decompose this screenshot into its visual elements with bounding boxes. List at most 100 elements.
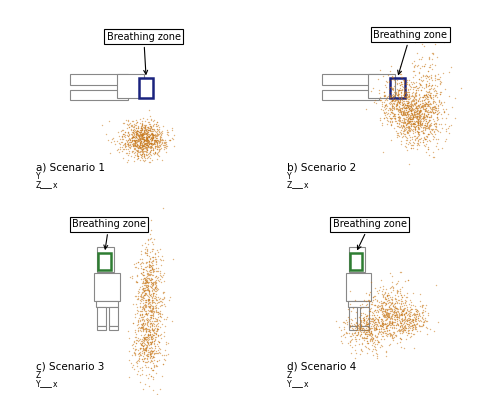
Point [414,121,422,128]
Point [150,328,158,335]
Point [159,142,167,148]
Point [150,126,158,133]
Point [140,304,148,310]
Point [124,130,132,136]
Point [154,308,162,315]
Point [140,145,148,151]
Point [148,132,156,138]
Point [142,137,150,143]
Point [399,110,407,116]
Point [399,300,407,306]
Point [404,307,411,313]
Point [143,136,151,142]
Point [386,284,394,290]
Point [148,145,156,151]
Point [386,115,394,122]
Point [149,267,157,273]
Point [147,131,155,137]
Point [414,119,422,126]
Point [148,353,156,359]
Point [380,314,388,320]
Point [408,122,416,129]
Point [415,136,423,142]
Bar [348,307,357,326]
Point [406,307,414,314]
Point [344,318,352,325]
Point [384,307,392,313]
Point [394,80,402,86]
Point [414,311,422,317]
Point [450,95,458,101]
Point [135,137,143,143]
Point [140,335,148,341]
Point [388,96,396,103]
Point [136,127,143,133]
Point [160,278,168,285]
Point [139,345,147,352]
Point [405,127,413,133]
Point [374,303,382,309]
Point [404,118,412,124]
Point [408,93,416,99]
Point [384,289,392,296]
Point [375,303,383,309]
Point [162,341,170,347]
Point [150,150,158,157]
Point [404,99,412,106]
Point [434,76,442,82]
Point [152,133,160,140]
Point [138,314,145,320]
Point [406,95,414,101]
Point [397,93,405,99]
Point [420,111,428,117]
Point [144,352,152,359]
Point [436,129,444,135]
Point [397,110,405,117]
Point [137,345,145,351]
Point [142,240,150,246]
Point [396,99,404,105]
Point [401,299,409,306]
Point [374,317,382,324]
Point [140,280,147,286]
Point [124,129,132,135]
Point [158,123,166,129]
Point [133,322,141,328]
Text: Y: Y [286,172,292,181]
Point [378,287,386,294]
Point [402,294,410,301]
Point [154,131,162,137]
Point [409,317,417,323]
Point [380,305,388,311]
Point [426,113,434,120]
Point [370,320,378,326]
Point [347,320,355,326]
Point [383,323,391,329]
Point [414,87,422,93]
Point [147,130,155,137]
Point [400,312,407,318]
Point [356,333,364,339]
Point [413,307,421,313]
Point [430,87,438,93]
Point [426,104,434,110]
Point [429,135,437,142]
Point [374,302,382,308]
Point [421,106,429,112]
Point [140,332,148,339]
Point [147,274,155,281]
Point [380,312,388,319]
Point [375,299,383,305]
Point [138,325,146,331]
Point [400,98,407,105]
Point [409,112,417,119]
Point [408,60,416,67]
Point [410,100,418,107]
Point [405,301,413,307]
Point [138,136,146,143]
Point [406,113,414,120]
Point [386,84,394,90]
Point [136,341,144,347]
Point [124,141,132,148]
Point [388,101,396,108]
